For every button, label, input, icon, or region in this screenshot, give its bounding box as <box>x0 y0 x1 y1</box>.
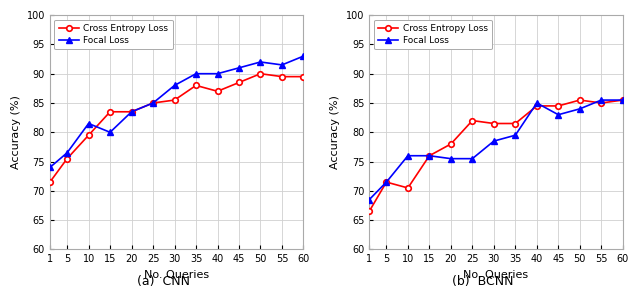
Focal Loss <box>383 180 390 184</box>
Cross Entropy Loss <box>576 98 584 102</box>
Cross Entropy Loss <box>597 101 605 105</box>
Cross Entropy Loss <box>84 134 92 137</box>
Line: Cross Entropy Loss: Cross Entropy Loss <box>367 97 625 214</box>
Cross Entropy Loss <box>235 81 243 84</box>
Text: (a)  CNN: (a) CNN <box>137 275 189 288</box>
Focal Loss <box>533 101 541 105</box>
Focal Loss <box>468 157 476 160</box>
Line: Focal Loss: Focal Loss <box>47 53 307 171</box>
Focal Loss <box>426 154 433 157</box>
Cross Entropy Loss <box>171 98 179 102</box>
Cross Entropy Loss <box>404 186 412 190</box>
Cross Entropy Loss <box>214 90 221 93</box>
Focal Loss <box>192 72 200 75</box>
Focal Loss <box>171 84 179 87</box>
Text: (b)  BCNN: (b) BCNN <box>452 275 514 288</box>
Cross Entropy Loss <box>149 101 157 105</box>
Focal Loss <box>128 110 136 113</box>
Cross Entropy Loss <box>511 122 519 125</box>
Cross Entropy Loss <box>106 110 114 113</box>
Y-axis label: Accuracy (%): Accuracy (%) <box>330 95 340 169</box>
Focal Loss <box>576 107 584 111</box>
Focal Loss <box>257 60 264 64</box>
Y-axis label: Accuracy (%): Accuracy (%) <box>11 95 21 169</box>
Cross Entropy Loss <box>533 104 541 108</box>
Focal Loss <box>106 131 114 134</box>
Legend: Cross Entropy Loss, Focal Loss: Cross Entropy Loss, Focal Loss <box>54 19 173 49</box>
Focal Loss <box>214 72 221 75</box>
Line: Focal Loss: Focal Loss <box>365 97 626 203</box>
Focal Loss <box>149 101 157 105</box>
Cross Entropy Loss <box>300 75 307 78</box>
Legend: Cross Entropy Loss, Focal Loss: Cross Entropy Loss, Focal Loss <box>374 19 492 49</box>
Line: Cross Entropy Loss: Cross Entropy Loss <box>47 71 306 185</box>
Cross Entropy Loss <box>365 210 373 213</box>
Cross Entropy Loss <box>619 98 627 102</box>
Cross Entropy Loss <box>278 75 286 78</box>
Cross Entropy Loss <box>46 180 54 184</box>
Focal Loss <box>235 66 243 70</box>
Focal Loss <box>278 63 286 67</box>
Focal Loss <box>554 113 562 116</box>
Focal Loss <box>365 198 373 201</box>
Cross Entropy Loss <box>63 157 71 160</box>
Focal Loss <box>511 134 519 137</box>
Cross Entropy Loss <box>490 122 498 125</box>
Cross Entropy Loss <box>383 180 390 184</box>
X-axis label: No. Queries: No. Queries <box>144 270 209 280</box>
Focal Loss <box>447 157 454 160</box>
X-axis label: No. Queries: No. Queries <box>463 270 529 280</box>
Cross Entropy Loss <box>128 110 136 113</box>
Cross Entropy Loss <box>468 119 476 122</box>
Focal Loss <box>597 98 605 102</box>
Cross Entropy Loss <box>192 84 200 87</box>
Focal Loss <box>46 166 54 169</box>
Focal Loss <box>84 122 92 125</box>
Cross Entropy Loss <box>426 154 433 157</box>
Focal Loss <box>490 139 498 143</box>
Cross Entropy Loss <box>554 104 562 108</box>
Cross Entropy Loss <box>447 142 454 146</box>
Focal Loss <box>619 98 627 102</box>
Focal Loss <box>63 151 71 155</box>
Focal Loss <box>300 54 307 58</box>
Cross Entropy Loss <box>257 72 264 75</box>
Focal Loss <box>404 154 412 157</box>
